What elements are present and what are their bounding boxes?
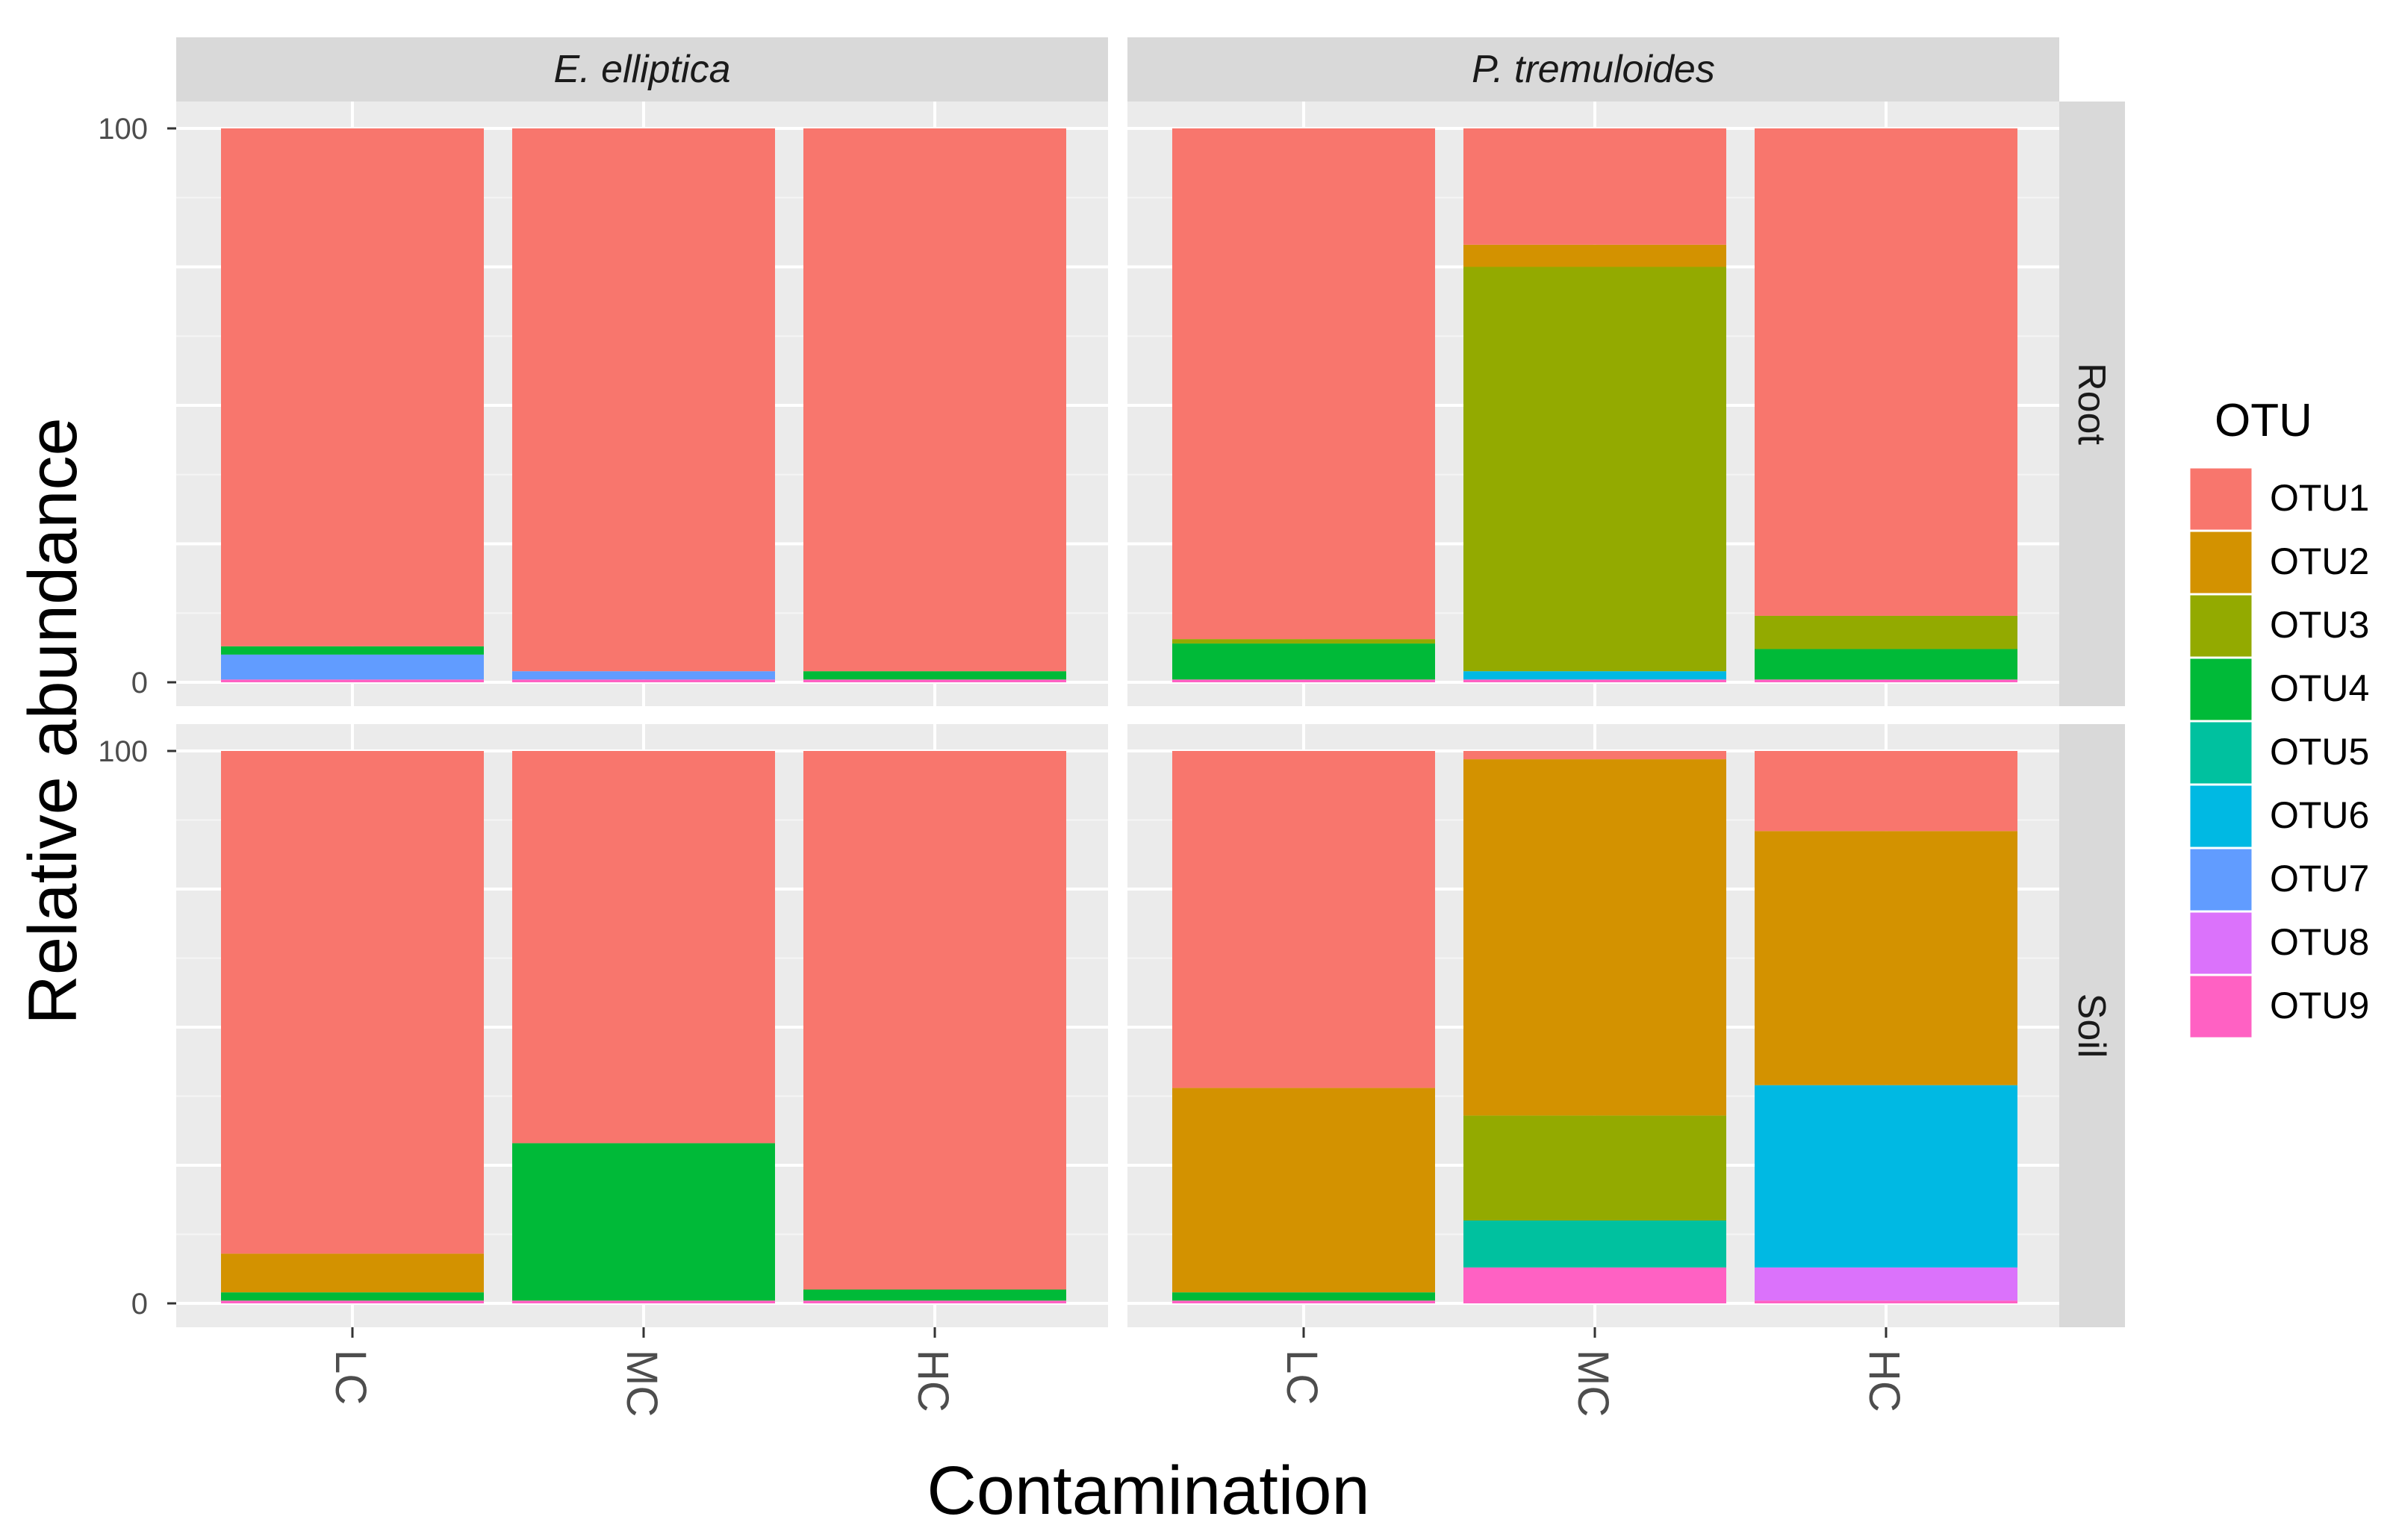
legend-title: OTU bbox=[2215, 395, 2312, 446]
row-strip-soil bbox=[2059, 724, 2125, 1327]
bar-segment-lc-otu4 bbox=[221, 1292, 484, 1301]
bar-segment-hc-otu2 bbox=[1755, 831, 2017, 1085]
bar-segment-hc-otu4 bbox=[1755, 649, 2017, 680]
bar-segment-mc-otu9 bbox=[512, 679, 775, 682]
bar-segment-hc-otu8 bbox=[1755, 1267, 2017, 1301]
bar-segment-mc-otu4 bbox=[512, 1143, 775, 1301]
bar-segment-lc-otu7 bbox=[221, 654, 484, 680]
x-axis-label: Contamination bbox=[927, 1453, 1369, 1529]
legend-key-otu9 bbox=[2188, 973, 2254, 1040]
legend-key-otu5 bbox=[2188, 720, 2254, 786]
bar-segment-mc-otu2 bbox=[1463, 759, 1726, 1116]
y-axis-label: Relative abundance bbox=[15, 417, 91, 1024]
legend-label-otu3: OTU3 bbox=[2270, 604, 2369, 646]
bar-segment-lc-otu4 bbox=[221, 646, 484, 655]
bar-segment-mc-otu3 bbox=[1463, 1115, 1726, 1221]
bar-segment-mc-otu1 bbox=[512, 751, 775, 1144]
bar-segment-hc-otu1 bbox=[1755, 128, 2017, 616]
panels bbox=[176, 102, 2059, 1327]
legend-label-otu9: OTU9 bbox=[2270, 985, 2369, 1026]
bar-segment-lc-otu4 bbox=[1172, 1292, 1435, 1301]
bar-segment-hc-otu4 bbox=[803, 671, 1066, 680]
x-tick-label-lc: LC bbox=[326, 1350, 375, 1405]
bar-segment-lc-otu1 bbox=[1172, 128, 1435, 640]
bar-segment-mc-otu6 bbox=[1463, 671, 1726, 680]
row-strip-label-soil: Soil bbox=[2070, 994, 2113, 1059]
row-strip-root bbox=[2059, 102, 2125, 706]
bar-segment-lc-otu1 bbox=[1172, 751, 1435, 1088]
x-tick-label-lc: LC bbox=[1278, 1350, 1326, 1405]
bar-segment-mc-otu9 bbox=[1463, 1267, 1726, 1303]
bar-segment-mc-otu1 bbox=[1463, 128, 1726, 245]
bar-segment-lc-otu1 bbox=[221, 128, 484, 646]
bar-segment-hc-otu6 bbox=[1755, 1085, 2017, 1268]
bar-segment-lc-otu9 bbox=[1172, 1300, 1435, 1303]
bar-segment-mc-otu3 bbox=[1463, 266, 1726, 672]
legend-label-otu6: OTU6 bbox=[2270, 794, 2369, 836]
bar-segment-hc-otu9 bbox=[1755, 679, 2017, 682]
bar-segment-hc-otu3 bbox=[1755, 615, 2017, 649]
bar-segment-hc-otu1 bbox=[803, 751, 1066, 1290]
bar-segment-lc-otu2 bbox=[221, 1253, 484, 1293]
bar-segment-mc-otu2 bbox=[1463, 244, 1726, 267]
bars-p-tremuloides-root bbox=[1172, 128, 2017, 682]
y-tick-label: 0 bbox=[131, 1288, 148, 1321]
legend-label-otu8: OTU8 bbox=[2270, 921, 2369, 963]
bar-segment-lc-otu9 bbox=[221, 1300, 484, 1303]
bar-segment-lc-otu9 bbox=[1172, 679, 1435, 682]
y-tick-label: 100 bbox=[98, 735, 148, 768]
bars-e-elliptica-root bbox=[221, 128, 1066, 682]
column-strip-e-elliptica bbox=[176, 37, 1108, 102]
x-tick-label-mc: MC bbox=[1569, 1350, 1617, 1417]
y-tick-label: 0 bbox=[131, 667, 148, 699]
legend-label-otu5: OTU5 bbox=[2270, 731, 2369, 773]
bars-p-tremuloides-soil bbox=[1172, 751, 2017, 1303]
bar-segment-hc-otu9 bbox=[803, 1300, 1066, 1303]
bar-segment-mc-otu5 bbox=[1463, 1221, 1726, 1268]
bars-e-elliptica-soil bbox=[221, 751, 1066, 1303]
legend-key-otu7 bbox=[2188, 847, 2254, 913]
bar-segment-lc-otu2 bbox=[1172, 1088, 1435, 1293]
bar-segment-hc-otu9 bbox=[1755, 1300, 2017, 1303]
legend-label-otu2: OTU2 bbox=[2270, 540, 2369, 582]
axes: 0 100 0 100 LC MC HC LC MC HC bbox=[98, 113, 1908, 1417]
bar-segment-hc-otu1 bbox=[1755, 751, 2017, 832]
bar-segment-mc-otu1 bbox=[512, 128, 775, 672]
legend: OTU OTU1 OTU2 OTU3 OTU4 OTU5 OTU6 OTU7 OTU8 OTU9 bbox=[2188, 395, 2369, 1040]
column-strip-p-tremuloides bbox=[1127, 37, 2059, 102]
legend-key-otu4 bbox=[2188, 656, 2254, 723]
column-strip-label-e-elliptica: E. elliptica bbox=[554, 48, 731, 91]
column-strip-label-p-tremuloides: P. tremuloides bbox=[1472, 48, 1715, 91]
bar-segment-mc-otu7 bbox=[512, 671, 775, 680]
bar-segment-lc-otu1 bbox=[221, 751, 484, 1254]
bar-segment-lc-otu9 bbox=[221, 679, 484, 682]
legend-label-otu4: OTU4 bbox=[2270, 667, 2369, 709]
bar-segment-mc-otu9 bbox=[512, 1300, 775, 1303]
bar-segment-hc-otu4 bbox=[803, 1289, 1066, 1301]
bar-segment-mc-otu9 bbox=[1463, 679, 1726, 682]
facet-strips: E. elliptica P. tremuloides Root Soil bbox=[176, 37, 2125, 1327]
bar-segment-lc-otu3 bbox=[1172, 639, 1435, 644]
legend-label-otu1: OTU1 bbox=[2270, 477, 2369, 519]
legend-key-otu1 bbox=[2188, 466, 2254, 532]
legend-key-otu3 bbox=[2188, 593, 2254, 659]
legend-key-otu6 bbox=[2188, 783, 2254, 850]
bar-segment-hc-otu1 bbox=[803, 128, 1066, 672]
x-tick-label-hc: HC bbox=[1860, 1350, 1908, 1412]
row-strip-label-root: Root bbox=[2070, 363, 2113, 445]
legend-key-otu2 bbox=[2188, 529, 2254, 596]
x-tick-label-hc: HC bbox=[909, 1350, 957, 1412]
bar-segment-mc-otu1 bbox=[1463, 751, 1726, 760]
legend-label-otu7: OTU7 bbox=[2270, 858, 2369, 900]
legend-key-otu8 bbox=[2188, 910, 2254, 976]
y-tick-label: 100 bbox=[98, 113, 148, 146]
x-tick-label-mc: MC bbox=[617, 1350, 666, 1417]
bar-segment-lc-otu4 bbox=[1172, 643, 1435, 680]
bar-segment-hc-otu9 bbox=[803, 679, 1066, 682]
